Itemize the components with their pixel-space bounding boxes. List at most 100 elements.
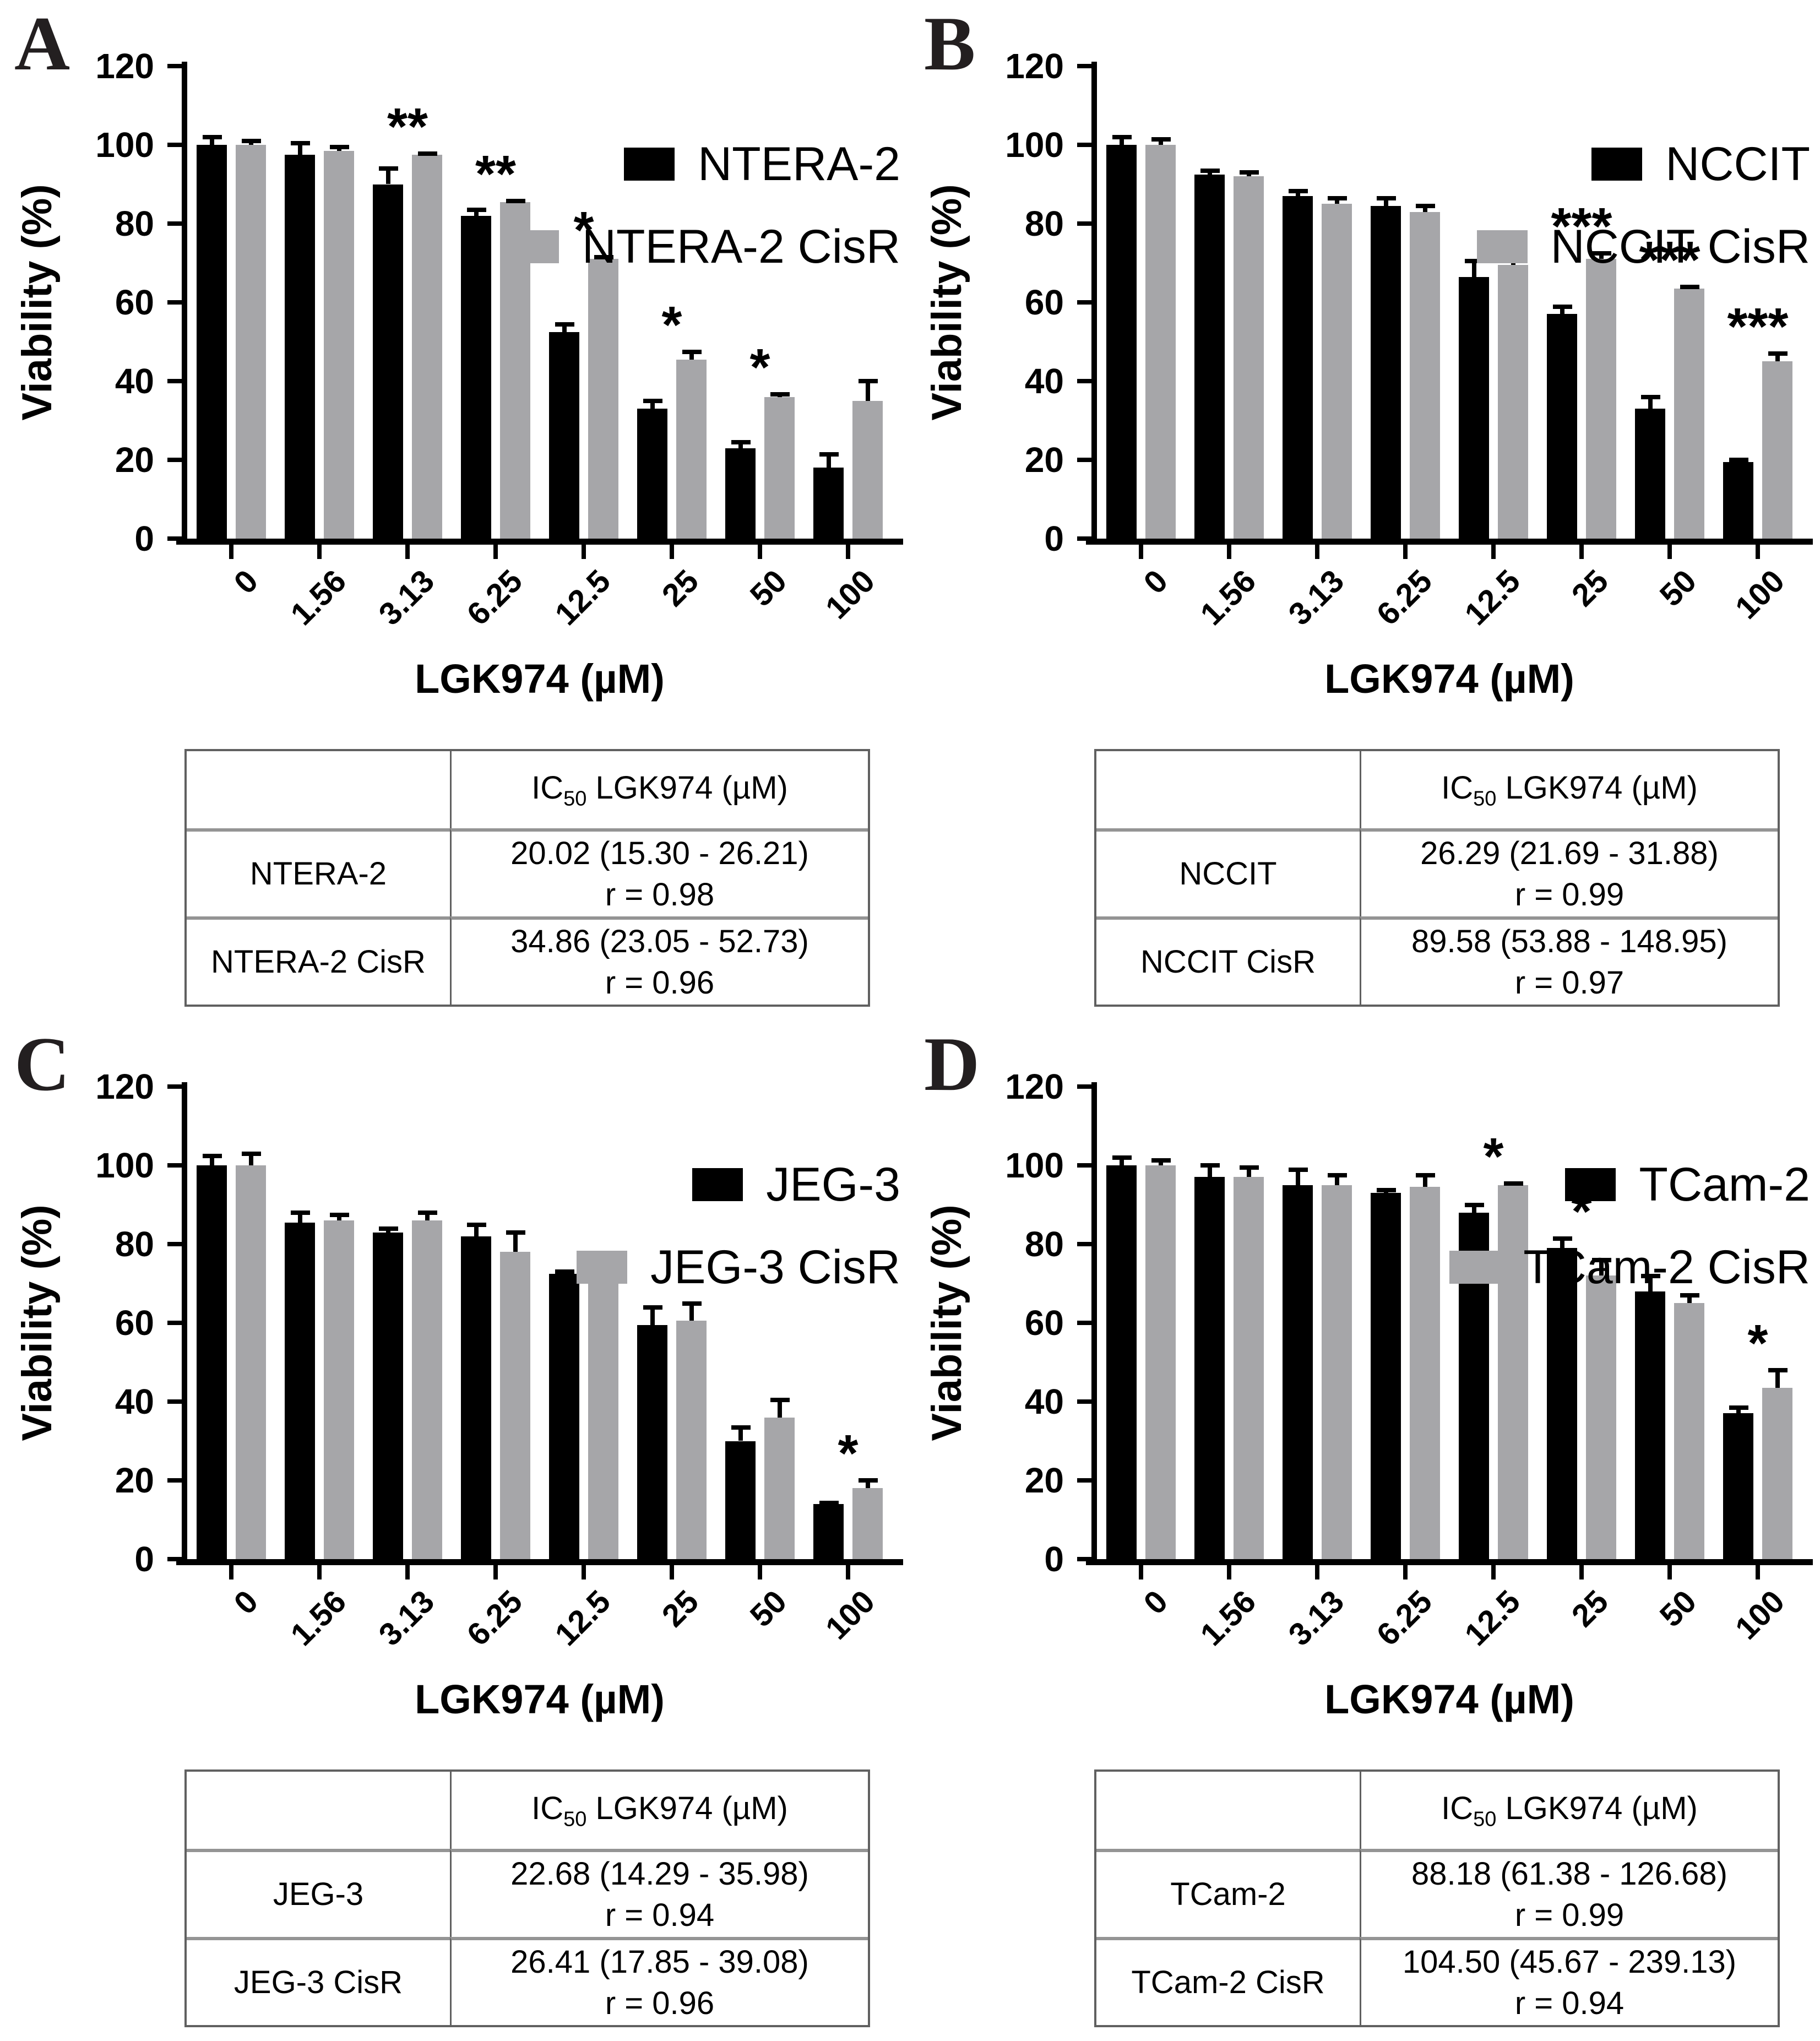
x-tick bbox=[229, 1565, 233, 1579]
error-bar-line bbox=[1560, 304, 1564, 314]
y-tick bbox=[1077, 458, 1091, 462]
legend-label: NCCIT bbox=[1665, 138, 1810, 191]
ic50-header-sub: 50 bbox=[563, 787, 587, 811]
error-bar-line bbox=[689, 349, 694, 360]
significance-star: ** bbox=[387, 97, 428, 156]
y-tick bbox=[1077, 1242, 1091, 1246]
error-bar-cap bbox=[643, 399, 662, 404]
bar-gray bbox=[676, 359, 707, 539]
y-tick-label: 120 bbox=[1005, 1067, 1064, 1106]
legend-label: TCam-2 CisR bbox=[1523, 1241, 1810, 1294]
y-tick-label: 80 bbox=[115, 1224, 154, 1264]
y-tick bbox=[1077, 1557, 1091, 1561]
bar-gray bbox=[236, 145, 266, 539]
error-bar-cap bbox=[1112, 1155, 1132, 1160]
y-tick bbox=[167, 1084, 182, 1089]
significance-star: *** bbox=[1727, 297, 1789, 356]
bar-gray bbox=[1410, 211, 1440, 539]
error-bar-line bbox=[865, 379, 870, 401]
error-bar-cap bbox=[1376, 1188, 1396, 1193]
x-tick bbox=[846, 1565, 850, 1579]
legend-item-control: JEG-3 bbox=[692, 1161, 900, 1208]
error-bar-cap bbox=[1464, 1202, 1484, 1207]
bar-gray bbox=[1674, 1303, 1704, 1559]
bar-black bbox=[461, 1236, 491, 1559]
error-bar-line bbox=[209, 135, 214, 145]
x-tick bbox=[670, 545, 674, 559]
error-bar-cap bbox=[770, 392, 790, 397]
panel-letter: A bbox=[14, 1, 70, 86]
x-tick bbox=[1139, 545, 1143, 559]
y-tick bbox=[167, 1321, 182, 1325]
bar-gray bbox=[1145, 145, 1176, 539]
ic50-value: 89.58 (53.88 - 148.95) bbox=[1411, 923, 1727, 959]
error-bar-line bbox=[1648, 395, 1653, 409]
error-bar-cap bbox=[731, 1425, 751, 1430]
error-bar-cap bbox=[290, 1211, 310, 1215]
y-axis-line bbox=[1091, 62, 1097, 545]
error-bar-line bbox=[1471, 259, 1476, 277]
ic50-header-pre: IC bbox=[1441, 1790, 1474, 1826]
y-tick bbox=[167, 458, 182, 462]
legend-swatch-gray-icon bbox=[1476, 230, 1528, 263]
error-bar-cap bbox=[682, 349, 702, 354]
x-tick bbox=[1579, 545, 1584, 559]
error-bar-cap bbox=[378, 1226, 398, 1231]
error-bar-cap bbox=[417, 151, 437, 156]
x-tick bbox=[846, 545, 850, 559]
error-bar-cap bbox=[643, 1305, 662, 1310]
error-bar-cap bbox=[1151, 1158, 1171, 1163]
x-tick bbox=[758, 1565, 762, 1579]
x-tick bbox=[1227, 1565, 1231, 1579]
y-tick-label: 20 bbox=[1024, 1461, 1064, 1500]
y-tick-label: 0 bbox=[134, 519, 154, 558]
bar-gray bbox=[1234, 1177, 1264, 1559]
x-tick bbox=[1579, 1565, 1584, 1579]
panel-a: A 0 20 40 60 80 100 120 0 1.56 3.13 6.25 12.5 25 50 100… bbox=[0, 0, 910, 1021]
legend-label: TCam-2 bbox=[1639, 1158, 1810, 1211]
bar-gray bbox=[324, 150, 354, 539]
bar-black bbox=[1283, 196, 1313, 539]
y-tick-label: 80 bbox=[1024, 1224, 1064, 1264]
y-tick-label: 120 bbox=[1005, 46, 1064, 86]
error-bar-line bbox=[1119, 135, 1124, 145]
error-bar-line bbox=[1383, 196, 1388, 206]
legend-swatch-gray-icon bbox=[1449, 1251, 1501, 1284]
error-bar-line bbox=[650, 1305, 655, 1325]
x-tick bbox=[1491, 545, 1496, 559]
x-tick bbox=[493, 1565, 498, 1579]
significance-star: *** bbox=[1551, 197, 1612, 256]
significance-star: *** bbox=[1639, 230, 1701, 289]
y-tick bbox=[1077, 536, 1091, 541]
bar-gray bbox=[1586, 259, 1616, 539]
significance-star: * bbox=[749, 338, 770, 397]
ic50-header-post: LGK974 (µM) bbox=[1496, 1790, 1698, 1826]
y-tick-label: 40 bbox=[1024, 361, 1064, 401]
error-bar-cap bbox=[202, 135, 222, 140]
legend-item-control: TCam-2 bbox=[1565, 1161, 1810, 1208]
ic50-table: IC50 LGK974 (µM) JEG-3 22.68 (14.29 - 35.9… bbox=[184, 1769, 870, 2027]
error-bar-cap bbox=[1376, 196, 1396, 200]
error-bar-cap bbox=[1464, 259, 1484, 264]
error-bar-cap bbox=[1239, 1165, 1259, 1170]
error-bar-cap bbox=[1680, 284, 1699, 289]
error-bar-cap bbox=[1768, 351, 1788, 356]
error-bar-line bbox=[1422, 1173, 1427, 1187]
table-row-name: TCam-2 CisR bbox=[1096, 1937, 1360, 2025]
error-bar-line bbox=[738, 1425, 743, 1441]
bar-black bbox=[373, 184, 403, 539]
r-value: r = 0.97 bbox=[1514, 965, 1625, 1001]
bar-black bbox=[1371, 205, 1401, 539]
error-bar-line bbox=[562, 322, 567, 332]
bar-black bbox=[285, 1222, 315, 1559]
y-tick bbox=[1077, 1163, 1091, 1168]
error-bar-cap bbox=[858, 1478, 878, 1483]
table-row-name: TCam-2 bbox=[1096, 1849, 1360, 1937]
table-row-values: 88.18 (61.38 - 126.68) r = 0.99 bbox=[1360, 1849, 1778, 1937]
ic50-header-sub: 50 bbox=[1473, 1807, 1497, 1831]
x-tick bbox=[1315, 1565, 1319, 1579]
bar-chart-plot: 0 20 40 60 80 100 120 0 1.56 3.13 6.25 12.5 25 50 100 *… bbox=[14, 1069, 903, 1720]
error-bar-cap bbox=[594, 255, 613, 260]
ic50-header-pre: IC bbox=[531, 769, 564, 806]
